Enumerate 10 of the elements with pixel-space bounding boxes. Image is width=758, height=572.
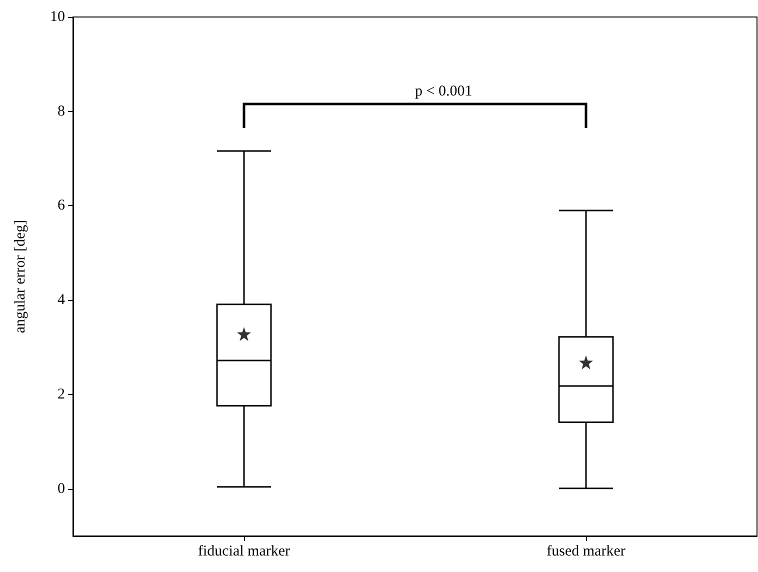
x-tick-label: fiducial marker bbox=[198, 544, 290, 560]
annotation: p < 0.001 bbox=[414, 83, 472, 100]
y-tick-label: 4 bbox=[58, 292, 66, 308]
y-tick-label: 8 bbox=[58, 103, 65, 120]
y-tick-label: 6 bbox=[58, 198, 66, 214]
y-tick-label: 2 bbox=[58, 386, 65, 402]
y-axis-title: angular error [deg] bbox=[12, 220, 28, 334]
y-tick-label: 0 bbox=[58, 480, 65, 497]
x-tick-label: fused marker bbox=[546, 544, 626, 560]
y-tick-label: 10 bbox=[50, 9, 65, 25]
